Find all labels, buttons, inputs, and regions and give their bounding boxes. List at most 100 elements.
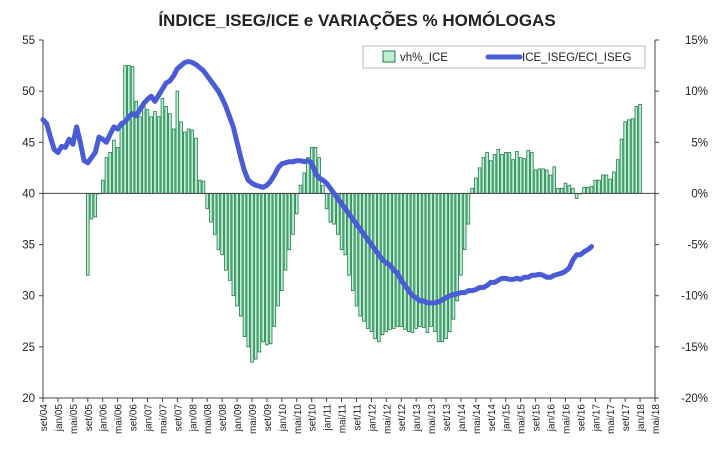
bar-vh-ice	[459, 193, 463, 276]
bar-vh-ice	[492, 154, 497, 194]
bar-vh-ice	[403, 193, 407, 330]
x-tick-label: set/10	[308, 404, 319, 432]
x-tick-label: set/08	[218, 404, 229, 432]
bar-vh-ice	[448, 193, 452, 332]
bar-vh-ice	[123, 65, 127, 194]
bar-vh-ice	[545, 169, 549, 194]
bar-vh-ice	[586, 186, 590, 194]
bar-vh-ice	[142, 106, 146, 194]
bar-vh-ice	[224, 193, 228, 271]
bar-vh-ice	[608, 178, 612, 194]
bar-vh-ice	[440, 193, 445, 343]
bar-vh-ice	[601, 174, 605, 194]
right-tick-label: 0%	[691, 188, 708, 200]
bar-vh-ice	[530, 152, 534, 194]
bar-vh-ice	[429, 193, 433, 327]
x-tick-label: set/12	[397, 404, 408, 432]
bar-vh-ice	[257, 193, 262, 353]
bar-vh-ice	[358, 193, 362, 317]
x-tick-label: jan/13	[412, 404, 423, 433]
x-tick-label: mai/06	[114, 404, 125, 434]
bar-vh-ice	[104, 157, 109, 194]
right-tick-label: -15%	[681, 342, 708, 354]
bar-vh-ice	[627, 119, 631, 194]
bar-vh-ice	[567, 184, 571, 194]
x-tick-label: set/09	[263, 404, 274, 432]
bar-vh-ice	[291, 193, 295, 235]
bar-vh-ice	[392, 193, 396, 329]
bar-vh-ice	[365, 193, 370, 329]
legend-label-vh-ice: vh%_ICE	[400, 52, 448, 64]
bar-vh-ice	[615, 159, 620, 194]
legend-label-ice-iseg: ICE_ISEG/ECI_ISEG	[522, 52, 631, 64]
x-axis-ticks: set/04 jan/05 mai/05 set/05 jan/06 mai/06 set/…	[39, 398, 662, 434]
bar-vh-ice	[548, 174, 553, 194]
bar-vh-ice	[563, 182, 568, 194]
bar-vh-ice	[250, 193, 254, 363]
x-tick-label: mai/14	[472, 404, 483, 434]
bar-vh-ice	[354, 193, 359, 307]
bar-vh-ice	[119, 121, 124, 194]
x-tick-label: jan/14	[457, 404, 468, 433]
bar-vh-ice	[533, 169, 538, 194]
bar-vh-ice	[231, 193, 236, 297]
bar-vh-ice	[197, 179, 202, 194]
bar-vh-ice	[552, 166, 556, 194]
bar-vh-ice	[541, 168, 545, 194]
x-tick-label: jan/15	[502, 404, 513, 433]
bar-vh-ice	[179, 121, 183, 194]
bar-vh-ice	[138, 116, 142, 194]
bar-vh-ice	[93, 193, 97, 218]
bar-vh-ice	[593, 179, 598, 194]
x-tick-label: jan/06	[99, 404, 110, 433]
x-tick-label: jan/11	[323, 404, 334, 432]
x-tick-label: set/05	[84, 404, 95, 432]
bar-vh-ice	[212, 193, 217, 235]
bar-vh-ice	[612, 171, 616, 194]
bar-vh-ice	[242, 193, 247, 338]
left-tick-label: 30	[22, 291, 35, 303]
right-tick-label: 5%	[691, 137, 708, 149]
bar-vh-ice	[582, 186, 586, 194]
left-tick-label: 35	[22, 240, 35, 252]
bar-series-vh-ice	[86, 65, 642, 363]
bar-vh-ice	[347, 193, 351, 276]
x-tick-label: set/14	[487, 404, 498, 432]
bar-vh-ice	[112, 139, 116, 194]
bar-vh-ice	[276, 193, 280, 307]
x-tick-label: set/04	[39, 404, 50, 432]
left-tick-label: 55	[22, 35, 35, 47]
x-tick-label: mai/05	[69, 404, 80, 434]
x-tick-label: jan/17	[591, 404, 602, 433]
bar-vh-ice	[410, 193, 415, 333]
bar-vh-ice	[414, 193, 418, 329]
bar-vh-ice	[574, 193, 579, 199]
bar-vh-ice	[399, 193, 403, 327]
bar-vh-ice	[421, 193, 426, 328]
bar-vh-ice	[283, 193, 288, 271]
bar-vh-ice	[589, 185, 594, 194]
right-tick-label: 15%	[685, 35, 708, 47]
bar-vh-ice	[190, 129, 195, 194]
right-tick-label: -5%	[688, 240, 708, 252]
bar-vh-ice	[496, 149, 501, 194]
bar-vh-ice	[466, 193, 471, 225]
bar-vh-ice	[194, 137, 198, 194]
bar-vh-ice	[470, 187, 474, 194]
x-tick-label: mai/12	[382, 404, 393, 434]
bar-vh-ice	[515, 151, 519, 194]
bar-vh-ice	[500, 154, 504, 194]
x-tick-label: mai/15	[517, 404, 528, 434]
line-series-ice-iseg	[40, 58, 595, 306]
bar-vh-ice	[156, 116, 161, 194]
line-ice-iseg-path	[40, 58, 595, 306]
bar-vh-ice	[418, 193, 422, 327]
bar-vh-ice	[433, 193, 437, 332]
x-tick-label: set/06	[129, 404, 140, 432]
x-tick-label: jan/05	[54, 404, 65, 433]
x-tick-label: set/13	[442, 404, 453, 432]
x-tick-label: jan/07	[143, 404, 154, 433]
right-axis-ticks: -20% -15% -10% -5% 0% 5% 10% 15%	[655, 35, 708, 405]
